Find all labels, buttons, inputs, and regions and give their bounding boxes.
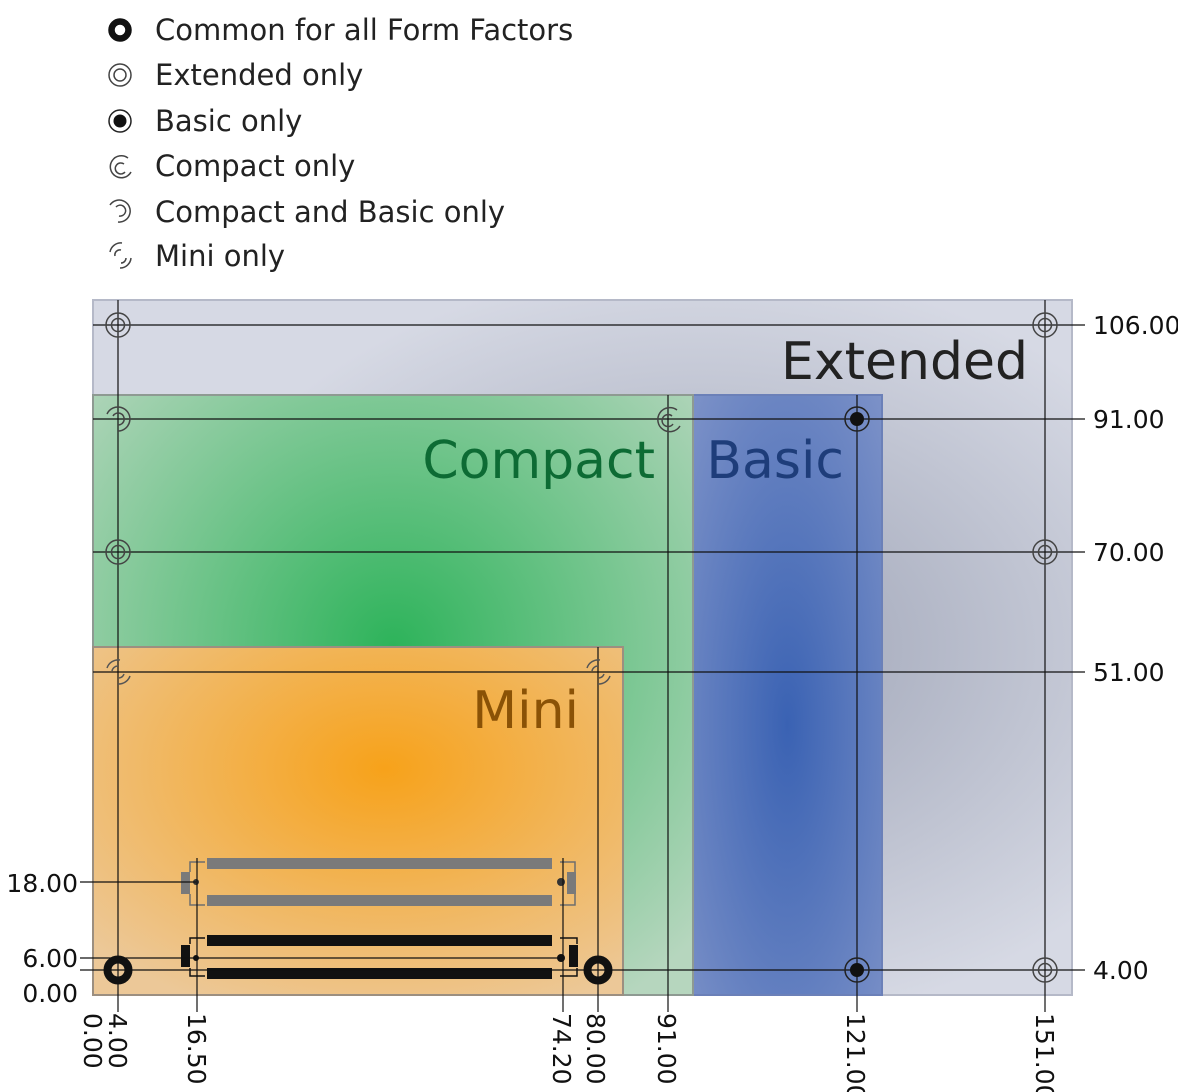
legend-item-compact: Compact only [109, 149, 355, 183]
legend-item-basic: Basic only [108, 104, 302, 138]
extended-label: Extended [781, 332, 1028, 392]
filled-ring-icon [583, 955, 613, 985]
double-ring-icon [1032, 957, 1058, 983]
compact-basic-hole-icon [106, 406, 131, 432]
dot-ring-icon [108, 109, 132, 133]
mini-hole-icon [106, 659, 131, 685]
y-dim-label: 0.00 [22, 979, 78, 1008]
mini-hole-icon [586, 659, 611, 685]
mini-label: Mini [472, 681, 579, 741]
legend-item-extended: Extended only [108, 58, 363, 92]
x-dim-label: 0.00 [78, 1013, 107, 1069]
legend-label: Basic only [155, 104, 302, 138]
x-dim-label: 80.00 [581, 1013, 610, 1085]
y-dim-label: 70.00 [1093, 538, 1165, 567]
legend-item-compact-basic: Compact and Basic only [109, 195, 505, 229]
filled-ring-icon [103, 955, 133, 985]
legend-label: Compact only [155, 149, 355, 183]
connector-footprint [181, 858, 578, 979]
y-dim-label: 4.00 [1093, 956, 1149, 985]
mini-hole-icon [109, 242, 132, 269]
filled-ring-icon [108, 18, 132, 42]
compact-basic-hole-icon [109, 199, 131, 223]
legend-item-mini: Mini only [109, 239, 285, 273]
legend-label: Extended only [155, 58, 363, 92]
legend-label: Common for all Form Factors [155, 13, 573, 47]
x-dim-label: 16.50 [182, 1013, 211, 1085]
dot-ring-icon [844, 406, 870, 432]
y-dim-label: 91.00 [1093, 405, 1165, 434]
y-dim-label: 6.00 [22, 944, 78, 973]
dot-ring-icon [844, 957, 870, 983]
legend: Common for all Form Factors Extended onl… [108, 13, 573, 273]
compact-hole-icon [657, 406, 681, 433]
x-dim-label: 151.00 [1030, 1013, 1059, 1092]
basic-outline [692, 394, 883, 996]
dimension-lines [80, 300, 1085, 1012]
legend-item-common: Common for all Form Factors [108, 13, 573, 47]
double-ring-icon [105, 539, 131, 565]
y-dim-label: 106.00 [1093, 311, 1178, 340]
compact-label: Compact [422, 431, 655, 491]
x-dim-label: 91.00 [652, 1013, 681, 1085]
x-dim-label: 74.20 [547, 1013, 576, 1085]
double-ring-icon [1032, 539, 1058, 565]
double-ring-icon [105, 312, 131, 338]
basic-label: Basic [706, 431, 844, 491]
legend-label: Mini only [155, 239, 285, 273]
x-dim-label: 121.00 [841, 1013, 870, 1092]
x-dim-label: 4.00 [103, 1013, 132, 1069]
legend-label: Compact and Basic only [155, 195, 505, 229]
y-dim-label: 51.00 [1093, 658, 1165, 687]
y-dim-label: 18.00 [6, 869, 78, 898]
mounting-holes [103, 312, 1058, 985]
double-ring-icon [108, 63, 132, 87]
compact-hole-icon [109, 155, 132, 179]
double-ring-icon [1032, 312, 1058, 338]
